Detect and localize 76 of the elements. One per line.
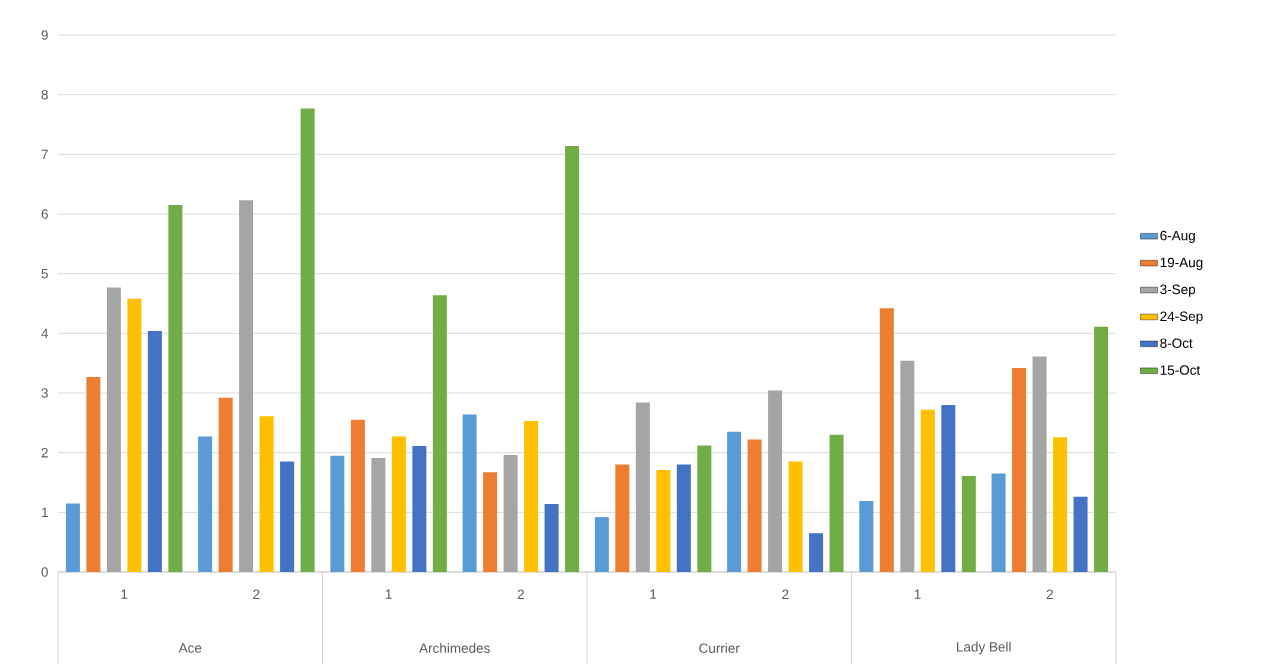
bar xyxy=(1073,496,1088,572)
bar xyxy=(280,461,295,572)
bar xyxy=(747,439,762,572)
legend-label: 3-Sep xyxy=(1160,284,1196,297)
bar xyxy=(991,473,1006,572)
bar xyxy=(594,517,609,572)
bar xyxy=(829,434,844,572)
bar xyxy=(127,298,142,572)
bar xyxy=(676,464,691,572)
x-tick-label: 2 xyxy=(517,589,524,599)
bar xyxy=(809,533,824,572)
y-tick-label: 4 xyxy=(41,328,49,338)
bar xyxy=(168,205,183,572)
y-tick-label: 2 xyxy=(41,447,48,458)
y-tick-label: 1 xyxy=(42,507,48,517)
bar xyxy=(524,421,539,572)
bar xyxy=(859,501,874,572)
bar xyxy=(65,503,80,572)
bar xyxy=(106,287,121,572)
bar xyxy=(218,397,233,572)
text: Lady Bell xyxy=(957,641,1011,655)
legend-label: 8-Oct xyxy=(1160,338,1193,348)
bar xyxy=(1012,367,1027,572)
bar xyxy=(941,404,956,572)
bar xyxy=(483,472,498,572)
x-tick-label: 1 xyxy=(914,589,921,599)
bar xyxy=(768,390,783,572)
bar xyxy=(503,455,518,572)
bar xyxy=(1094,326,1109,572)
x-tick-label: 2 xyxy=(253,589,260,599)
x-tick-label: 1 xyxy=(121,589,128,599)
text: Currier xyxy=(699,643,740,653)
bar xyxy=(432,295,447,572)
bar xyxy=(900,360,915,572)
y-tick-label: 9 xyxy=(41,30,48,40)
bar xyxy=(1053,437,1068,572)
text: Archimedes xyxy=(419,643,490,653)
legend-label: 24-Sep xyxy=(1160,311,1203,324)
legend-label: 6-Aug xyxy=(1160,230,1195,243)
y-tick-label: 3 xyxy=(41,388,48,398)
x-tick-label: 1 xyxy=(385,589,392,599)
bar xyxy=(697,445,712,572)
bar xyxy=(544,503,559,572)
bar xyxy=(86,376,101,572)
bar xyxy=(879,308,894,572)
bar xyxy=(615,464,630,572)
bar xyxy=(727,431,742,572)
bar xyxy=(1032,356,1047,572)
bar xyxy=(391,436,406,572)
bar xyxy=(565,145,580,572)
bar xyxy=(462,414,477,572)
bar xyxy=(656,469,671,572)
bar xyxy=(259,416,274,572)
bar xyxy=(788,461,803,572)
bar xyxy=(198,436,213,572)
x-tick-label: 2 xyxy=(782,589,789,599)
text: Ace xyxy=(178,643,202,653)
bar xyxy=(920,409,935,572)
y-tick-label: 0 xyxy=(41,567,48,577)
x-tick-label: 2 xyxy=(1046,589,1053,599)
bar xyxy=(412,446,427,572)
bar xyxy=(239,200,254,572)
legend-label: 19-Aug xyxy=(1160,257,1203,270)
bar xyxy=(635,402,650,572)
x-tick-label: 1 xyxy=(650,589,657,599)
legend-label: 15-Oct xyxy=(1160,365,1201,375)
bar xyxy=(961,475,976,572)
y-tick-label: 7 xyxy=(41,149,48,159)
bar xyxy=(147,330,162,572)
bar xyxy=(371,458,386,572)
y-tick-label: 8 xyxy=(41,89,48,100)
bar xyxy=(300,108,315,572)
bar xyxy=(350,419,365,572)
bar xyxy=(330,455,345,572)
y-tick-label: 5 xyxy=(41,268,48,279)
y-tick-label: 6 xyxy=(41,209,48,219)
